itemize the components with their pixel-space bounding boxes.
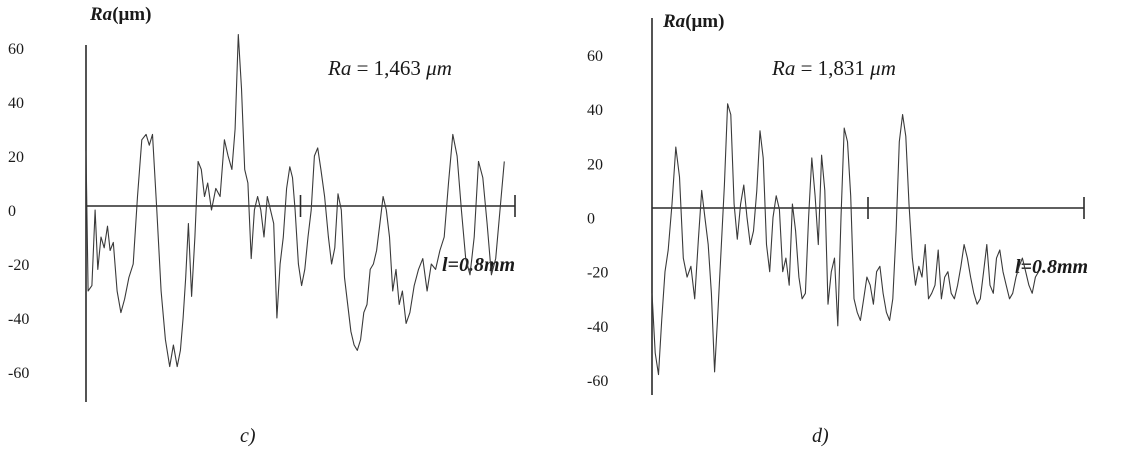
y-axis-label: Ra(μm) — [89, 4, 151, 25]
y-tick-label: 20 — [8, 149, 24, 166]
y-axis-label: Ra(μm) — [662, 11, 724, 32]
y-tick-label: -60 — [8, 365, 29, 382]
sampling-length-label: l=0.8mm — [1015, 256, 1088, 278]
panel-d: Ra(μm) Ra = 1,831 μm l=0.8mm d) 60 40 20… — [587, 11, 1088, 447]
panel-c: Ra(μm) Ra = 1,463 μm l=0.8mm c) 60 40 20… — [8, 4, 516, 447]
ra-annotation: Ra = 1,831 μm — [771, 56, 896, 80]
y-tick-label: -40 — [587, 319, 608, 336]
sampling-length-label: l=0.8mm — [442, 254, 515, 276]
y-tick-label: 0 — [587, 211, 595, 228]
panel-caption: c) — [240, 425, 256, 447]
y-tick-label: 40 — [8, 95, 24, 112]
y-tick-label: -60 — [587, 373, 608, 390]
panel-caption: d) — [812, 425, 829, 447]
y-tick-labels: 60 40 20 0 -20 -40 -60 — [8, 41, 29, 382]
y-tick-label: 0 — [8, 203, 16, 220]
y-tick-label: 60 — [587, 48, 603, 65]
y-tick-label: -40 — [8, 311, 29, 328]
y-tick-labels: 60 40 20 0 -20 -40 -60 — [587, 48, 608, 390]
y-tick-label: -20 — [8, 257, 29, 274]
ra-annotation: Ra = 1,463 μm — [327, 56, 452, 80]
y-tick-label: 40 — [587, 102, 603, 119]
roughness-profile-line — [651, 103, 1040, 376]
y-tick-label: 20 — [587, 156, 603, 173]
y-tick-label: 60 — [8, 41, 24, 58]
y-tick-label: -20 — [587, 265, 608, 282]
roughness-profile-line — [85, 33, 505, 368]
